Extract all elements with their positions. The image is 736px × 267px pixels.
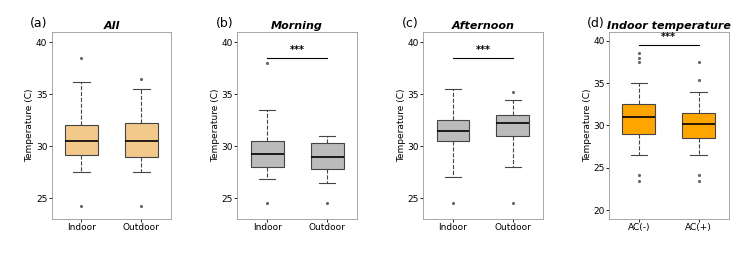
Text: ***: *** <box>290 45 305 55</box>
Title: Afternoon: Afternoon <box>451 21 514 31</box>
Title: Indoor temperature: Indoor temperature <box>606 21 731 31</box>
Text: ***: *** <box>661 32 676 42</box>
Y-axis label: Temperature (C): Temperature (C) <box>26 89 35 162</box>
PathPatch shape <box>65 125 98 155</box>
PathPatch shape <box>311 143 344 169</box>
Text: (b): (b) <box>216 17 233 30</box>
PathPatch shape <box>497 115 529 136</box>
PathPatch shape <box>251 141 283 167</box>
Title: Morning: Morning <box>272 21 323 31</box>
Text: (d): (d) <box>587 17 605 30</box>
Y-axis label: Temperature (C): Temperature (C) <box>397 89 406 162</box>
Y-axis label: Temperature (C): Temperature (C) <box>211 89 220 162</box>
Text: ***: *** <box>475 45 490 55</box>
PathPatch shape <box>125 123 158 157</box>
PathPatch shape <box>622 104 655 134</box>
PathPatch shape <box>436 120 470 141</box>
Text: (c): (c) <box>401 17 418 30</box>
Text: (a): (a) <box>30 17 47 30</box>
PathPatch shape <box>682 113 715 138</box>
Y-axis label: Temperature (C): Temperature (C) <box>583 89 592 162</box>
Title: All: All <box>103 21 120 31</box>
